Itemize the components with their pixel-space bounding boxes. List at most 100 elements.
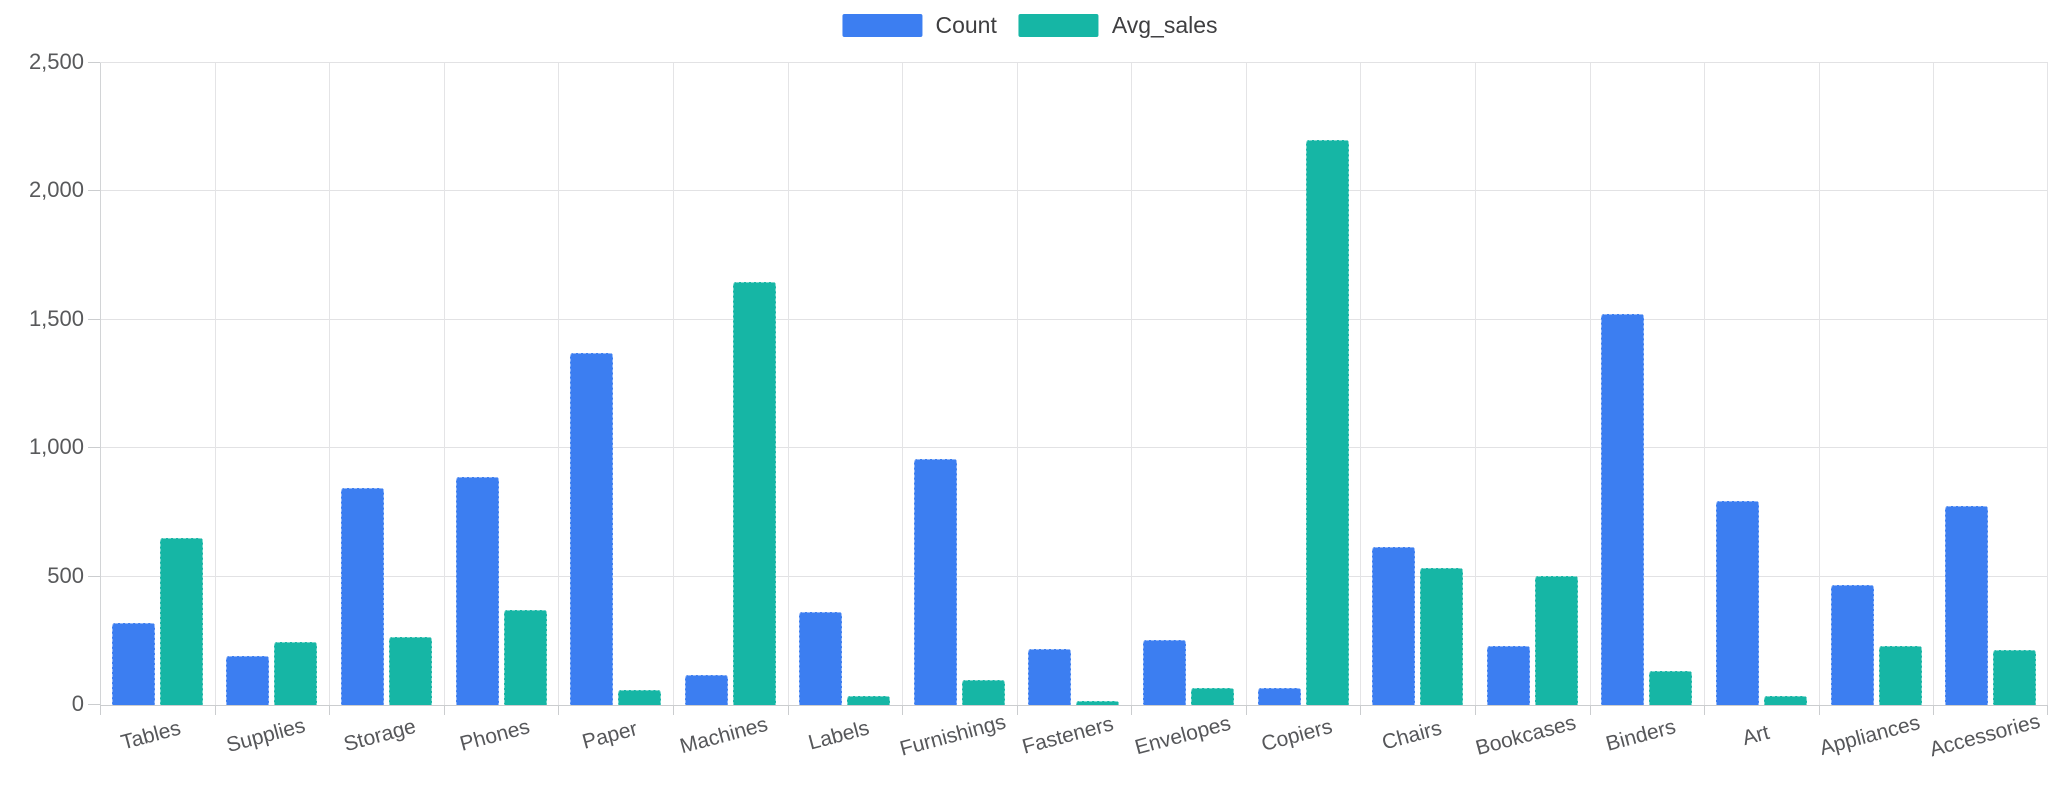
bar-group-accessories <box>1933 63 2048 705</box>
bar-group-phones <box>444 63 559 705</box>
bar-avg-sales-labels[interactable] <box>847 696 891 705</box>
bar-avg-sales-art[interactable] <box>1764 696 1808 705</box>
bar-avg-sales-paper[interactable] <box>618 690 662 705</box>
x-axis-label-storage: Storage <box>341 714 419 757</box>
bar-group-bookcases <box>1475 63 1590 705</box>
bar-count-machines[interactable] <box>684 675 728 705</box>
y-axis-label-1000: 1,000 <box>28 434 84 460</box>
bar-count-furnishings[interactable] <box>913 459 957 705</box>
bar-avg-sales-appliances[interactable] <box>1878 645 1922 705</box>
x-gridline-14 <box>1704 63 1706 705</box>
x-axis-label-furnishings: Furnishings <box>897 710 1009 761</box>
y-tick-mark-2000 <box>88 190 100 192</box>
bar-group-tables <box>100 63 215 705</box>
y-tick-mark-500 <box>88 575 100 577</box>
bar-avg-sales-envelopes[interactable] <box>1191 688 1235 705</box>
bar-group-binders <box>1590 63 1705 705</box>
bar-avg-sales-binders[interactable] <box>1649 670 1693 705</box>
x-axis-label-machines: Machines <box>677 712 771 759</box>
bar-avg-sales-supplies[interactable] <box>274 641 318 705</box>
x-axis-label-paper: Paper <box>579 717 640 754</box>
x-gridline-8 <box>1016 63 1018 705</box>
bar-group-art <box>1704 63 1819 705</box>
x-gridline-13 <box>1589 63 1591 705</box>
bar-avg-sales-accessories[interactable] <box>1993 649 2037 705</box>
legend-label-count: Count <box>935 12 997 38</box>
x-gridline-3 <box>443 63 445 705</box>
legend-item-avg-sales[interactable]: Avg_sales <box>1018 14 1218 37</box>
x-axis-label-envelopes: Envelopes <box>1132 711 1233 760</box>
x-gridline-9 <box>1131 63 1133 705</box>
bar-avg-sales-storage[interactable] <box>388 637 432 705</box>
bar-count-binders[interactable] <box>1601 313 1645 705</box>
x-tick-mark-2 <box>329 705 331 715</box>
x-tick-mark-3 <box>443 705 445 715</box>
bar-avg-sales-phones[interactable] <box>503 609 547 705</box>
y-gridline-1000 <box>100 447 2048 449</box>
bar-avg-sales-machines[interactable] <box>732 282 776 705</box>
x-tick-mark-6 <box>787 705 789 715</box>
bar-count-labels[interactable] <box>799 611 843 705</box>
bar-count-fasteners[interactable] <box>1028 649 1072 705</box>
bar-count-storage[interactable] <box>340 487 384 705</box>
bar-group-furnishings <box>902 63 1017 705</box>
x-tick-mark-4 <box>558 705 560 715</box>
y-gridline-2000 <box>100 190 2048 192</box>
x-tick-mark-14 <box>1704 705 1706 715</box>
bar-avg-sales-chairs[interactable] <box>1420 568 1464 705</box>
x-axis-label-binders: Binders <box>1603 715 1679 756</box>
bar-count-accessories[interactable] <box>1945 505 1989 705</box>
x-gridline-6 <box>787 63 789 705</box>
chart-legend: Count Avg_sales <box>842 12 1218 38</box>
bar-count-phones[interactable] <box>455 476 499 705</box>
x-gridline-15 <box>1818 63 1820 705</box>
bar-group-paper <box>558 63 673 705</box>
x-axis-label-bookcases: Bookcases <box>1473 711 1579 760</box>
y-axis-label-500: 500 <box>47 562 84 588</box>
bar-group-labels <box>788 63 903 705</box>
x-gridline-16 <box>1933 63 1935 705</box>
bar-group-storage <box>329 63 444 705</box>
bar-count-chairs[interactable] <box>1372 546 1416 705</box>
bar-count-art[interactable] <box>1716 500 1760 705</box>
x-gridline-5 <box>672 63 674 705</box>
bar-group-appliances <box>1819 63 1934 705</box>
y-tick-mark-2500 <box>88 62 100 63</box>
x-tick-mark-12 <box>1475 705 1477 715</box>
x-tick-mark-8 <box>1016 705 1018 715</box>
bar-group-chairs <box>1360 63 1475 705</box>
bar-avg-sales-copiers[interactable] <box>1305 140 1349 705</box>
bar-avg-sales-bookcases[interactable] <box>1534 575 1578 705</box>
bar-group-fasteners <box>1017 63 1132 705</box>
x-axis-label-appliances: Appliances <box>1817 711 1923 760</box>
x-gridline-7 <box>902 63 904 705</box>
x-axis-label-chairs: Chairs <box>1379 716 1444 755</box>
bar-avg-sales-fasteners[interactable] <box>1076 701 1120 705</box>
y-gridline-500 <box>100 575 2048 577</box>
bar-avg-sales-furnishings[interactable] <box>961 680 1005 705</box>
x-axis-label-tables: Tables <box>118 716 184 755</box>
y-tick-mark-1500 <box>88 318 100 320</box>
x-tick-mark-15 <box>1818 705 1820 715</box>
bar-avg-sales-tables[interactable] <box>159 538 203 705</box>
y-tick-mark-1000 <box>88 447 100 449</box>
bar-count-copiers[interactable] <box>1257 687 1301 705</box>
bar-count-appliances[interactable] <box>1830 585 1874 705</box>
bar-count-bookcases[interactable] <box>1486 646 1530 705</box>
x-axis-label-fasteners: Fasteners <box>1019 712 1116 759</box>
bar-count-supplies[interactable] <box>226 656 270 705</box>
x-tick-mark-17 <box>2047 705 2048 715</box>
bar-count-envelopes[interactable] <box>1143 639 1187 705</box>
bar-group-envelopes <box>1131 63 1246 705</box>
legend-swatch-avg-sales <box>1018 14 1099 37</box>
bar-count-tables[interactable] <box>111 623 155 705</box>
bar-group-supplies <box>215 63 330 705</box>
legend-item-count[interactable]: Count <box>842 12 997 38</box>
bar-count-paper[interactable] <box>570 353 614 705</box>
x-gridline-10 <box>1245 63 1247 705</box>
bar-group-machines <box>673 63 788 705</box>
x-tick-mark-9 <box>1131 705 1133 715</box>
x-axis-label-art: Art <box>1739 720 1772 751</box>
y-gridline-1500 <box>100 318 2048 320</box>
